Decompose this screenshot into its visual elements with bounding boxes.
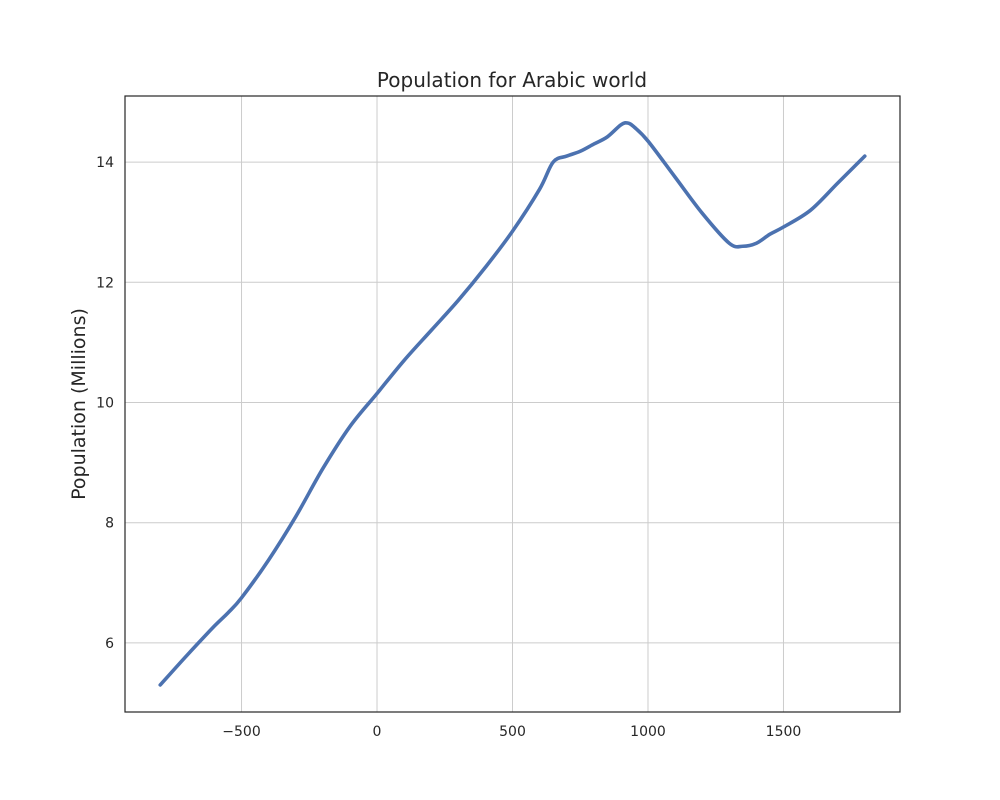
x-tick-label: −500 [222,724,260,740]
population-line [158,121,867,687]
gridlines [125,96,900,712]
plot-frame [124,95,901,713]
x-tick-label: 500 [499,724,526,740]
chart-title: Population for Arabic world [377,68,647,92]
y-tick-label: 12 [96,275,114,291]
y-tick-label: 6 [105,636,114,652]
series-layer [158,121,867,687]
y-tick-label: 8 [105,516,114,532]
x-tick-label: 1000 [630,724,666,740]
y-tick-labels: 6 8 10 12 14 [96,155,114,652]
x-tick-labels: −500 0 500 1000 1500 [222,724,801,740]
x-tick-label: 0 [373,724,382,740]
y-tick-label: 10 [96,395,114,411]
x-tick-label: 1500 [766,724,802,740]
y-axis-label: Population (Millions) [68,308,90,500]
y-tick-label: 14 [96,155,114,171]
